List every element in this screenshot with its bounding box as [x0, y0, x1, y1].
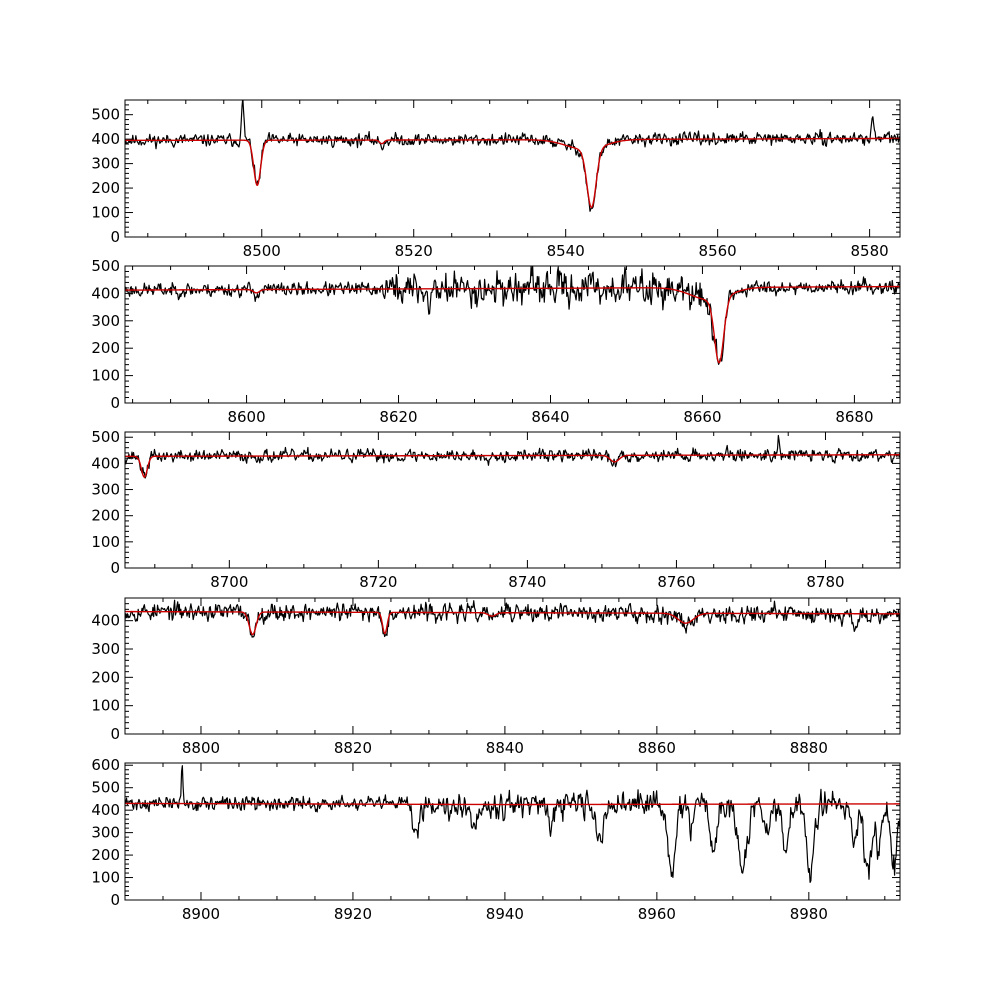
x-tick-label: 8660 [683, 408, 721, 426]
y-tick-label: 200 [91, 507, 120, 525]
y-tick-label: 100 [91, 697, 120, 715]
y-tick-label: 100 [91, 533, 120, 551]
x-tick-label: 8780 [806, 573, 844, 591]
y-tick-label: 200 [91, 339, 120, 357]
y-tick-label: 0 [110, 559, 120, 577]
plot-frame [124, 762, 901, 901]
observed-spectrum-line [125, 765, 900, 884]
x-tick-label: 8520 [395, 242, 433, 260]
y-tick-label: 600 [91, 756, 120, 774]
x-tick-label: 8500 [243, 242, 281, 260]
x-tick-label: 8700 [210, 573, 248, 591]
model-fit-line [125, 610, 900, 636]
y-tick-label: 400 [91, 284, 120, 302]
y-tick-label: 100 [91, 204, 120, 222]
observed-spectrum-line [125, 434, 900, 479]
spectrum-panel-5: 8900 8920 8940 8960 8980 0 100 200 300 400 500 600 [91, 756, 901, 923]
y-tick-label: 0 [110, 228, 120, 246]
x-tick-label: 8620 [379, 408, 417, 426]
y-tick-label: 0 [110, 891, 120, 909]
plot-frame [124, 431, 901, 569]
y-tick-label: 300 [91, 155, 120, 173]
x-tick-label: 8560 [699, 242, 737, 260]
x-tick-label: 8820 [334, 739, 372, 757]
model-fit-line [125, 802, 900, 806]
y-tick-label: 500 [91, 779, 120, 797]
x-tick-label: 8900 [182, 905, 220, 923]
x-tick-label: 8540 [547, 242, 585, 260]
x-tick-label: 8740 [508, 573, 546, 591]
x-tick-label: 8880 [790, 739, 828, 757]
model-fit-line [125, 137, 900, 209]
y-tick-label: 100 [91, 367, 120, 385]
y-tick-label: 100 [91, 869, 120, 887]
x-tick-label: 8680 [835, 408, 873, 426]
model-fit-line [125, 454, 900, 478]
y-tick-label: 300 [91, 312, 120, 330]
y-tick-label: 0 [110, 394, 120, 412]
x-tick-label: 8720 [359, 573, 397, 591]
x-tick-label: 8960 [638, 905, 676, 923]
y-tick-label: 200 [91, 668, 120, 686]
observed-spectrum-line [125, 266, 900, 365]
model-fit-line [125, 285, 900, 364]
y-tick-label: 400 [91, 454, 120, 472]
x-tick-label: 8600 [227, 408, 265, 426]
x-tick-label: 8920 [334, 905, 372, 923]
y-tick-label: 500 [91, 257, 120, 275]
y-tick-label: 500 [91, 106, 120, 124]
x-tick-label: 8940 [486, 905, 524, 923]
spectrum-panel-1: 8500 8520 8540 8560 8580 0 100 200 300 400 500 [91, 99, 901, 260]
y-tick-label: 300 [91, 640, 120, 658]
x-tick-label: 8860 [638, 739, 676, 757]
x-tick-label: 8760 [657, 573, 695, 591]
y-tick-label: 400 [91, 612, 120, 630]
y-tick-label: 300 [91, 824, 120, 842]
x-tick-label: 8580 [851, 242, 889, 260]
y-tick-label: 0 [110, 725, 120, 743]
y-tick-label: 200 [91, 846, 120, 864]
y-tick-label: 400 [91, 801, 120, 819]
x-tick-label: 8640 [531, 408, 569, 426]
observed-spectrum-line [125, 100, 900, 212]
y-tick-label: 500 [91, 428, 120, 446]
spectrum-panel-3: 8700 8720 8740 8760 8780 0 100 200 300 400 500 [91, 428, 901, 591]
x-tick-label: 8980 [790, 905, 828, 923]
y-tick-label: 400 [91, 130, 120, 148]
x-tick-label: 8840 [486, 739, 524, 757]
observed-spectrum-line [125, 599, 900, 638]
y-tick-label: 300 [91, 481, 120, 499]
spectrum-panel-4: 8800 8820 8840 8860 8880 0 100 200 300 400 [91, 597, 901, 757]
x-tick-label: 8800 [182, 739, 220, 757]
spectrum-panel-2: 8600 8620 8640 8660 8680 0 100 200 300 400 500 [91, 257, 901, 426]
y-tick-label: 200 [91, 179, 120, 197]
